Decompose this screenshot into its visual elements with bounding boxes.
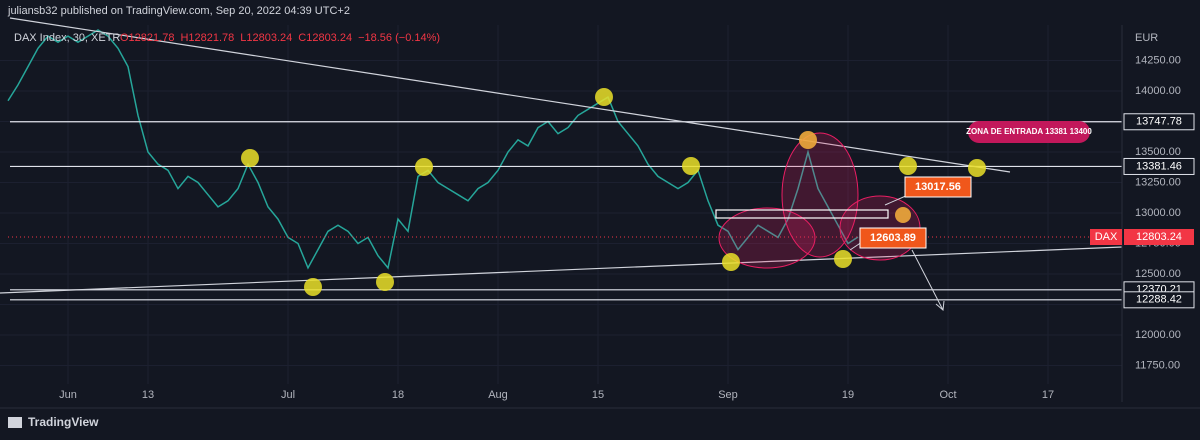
marker [304,278,322,296]
marker [899,157,917,175]
y-tick-label: 13500.00 [1135,146,1181,158]
level-label: 13747.78 [1136,116,1182,128]
chart-title: DAX Index, 30, XETR [14,32,120,44]
header: juliansb32 published on TradingView.com,… [7,5,350,17]
ohlc-legend: O12821.78 H12821.78 L12803.24 C12803.24 −18.… [120,32,440,44]
callout-box [904,176,972,198]
marker [799,131,817,149]
x-tick-label: 18 [392,389,404,401]
last-price-label: 12803.24 [1136,231,1182,243]
x-tick-label: Sep [718,389,738,401]
last-price-name: DAX [1095,231,1118,243]
y-tick-label: 13000.00 [1135,207,1181,219]
level-box [1123,113,1195,131]
marker [682,157,700,175]
logo [8,417,22,428]
ohlc-value: −18.56 (−0.14%) [358,32,440,44]
marker [415,158,433,176]
trendline [0,246,1123,294]
y-tick-label: 13250.00 [1135,176,1181,188]
y-tick-label: 12000.00 [1135,329,1181,341]
marker [834,250,852,268]
marker [968,159,986,177]
level-box [1123,291,1195,309]
arrow [884,194,909,206]
marker [722,253,740,271]
ohlc-value: H12821.78 [180,32,234,44]
ohlc-value: O12821.78 [120,32,174,44]
level-box [1123,157,1195,175]
x-tick-label: 19 [842,389,854,401]
x-tick-label: Jun [59,389,77,401]
price-line [7,29,859,270]
callout-text: ZONA DE ENTRADA 13381 13400 [966,127,1092,136]
arrow [911,249,944,311]
axis: 11750.0012000.0012250.0012500.0012750.00… [59,54,1195,401]
callout-box [968,121,1090,143]
markers [241,88,986,296]
x-tick-label: Jul [281,389,295,401]
ellipse [781,132,859,258]
y-tick-label: 14250.00 [1135,54,1181,66]
arrow-head [935,300,945,311]
x-tick-label: 17 [1042,389,1054,401]
brand: TradingView [28,415,99,429]
marker [376,273,394,291]
last-price-name-box [1090,229,1122,246]
currency: EUR [1135,32,1158,44]
ohlc-value: C12803.24 [298,32,352,44]
last-price-box [1124,229,1194,246]
y-tick-label: 12500.00 [1135,268,1181,280]
x-tick-label: 13 [142,389,154,401]
callout-text: 12603.89 [870,232,916,244]
plot [7,29,1122,301]
marker [895,207,911,223]
x-tick-label: Aug [488,389,508,401]
box [715,209,889,219]
y-tick-label: 14000.00 [1135,85,1181,97]
marker [595,88,613,106]
grid [0,25,1122,384]
x-tick-label: Oct [939,389,956,401]
x-tick-label: 15 [592,389,604,401]
callout-text: 13017.56 [915,181,961,193]
marker [241,149,259,167]
ohlc-value: L12803.24 [240,32,292,44]
ellipse [718,207,816,269]
level-label: 13381.46 [1136,160,1182,172]
y-tick-label: 11750.00 [1135,359,1180,371]
level-label: 12288.42 [1136,294,1182,306]
callout-box [859,227,927,249]
